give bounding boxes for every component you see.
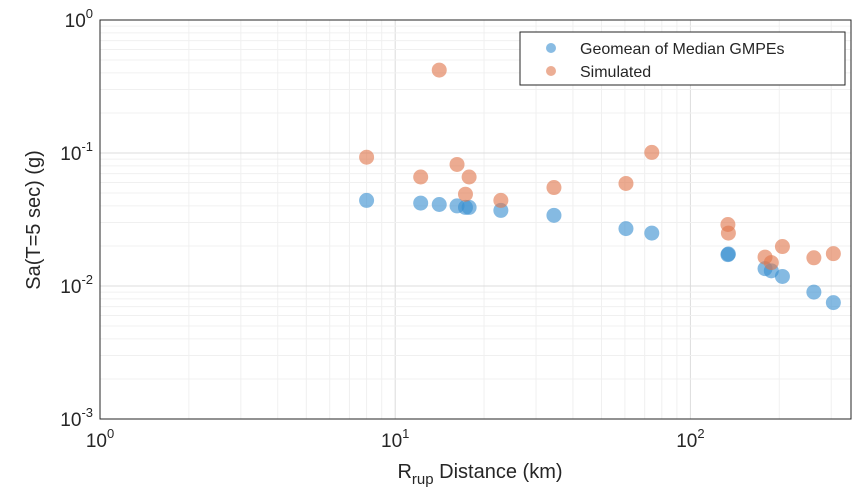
plot-frame bbox=[99, 19, 852, 420]
simulated-point bbox=[359, 149, 375, 165]
gmpe-point bbox=[546, 207, 562, 223]
data-markers bbox=[359, 62, 841, 311]
y-tick-label: 10-2 bbox=[60, 272, 93, 298]
y-axis-label: Sa(T=5 sec) (g) bbox=[23, 150, 45, 289]
simulated-point bbox=[763, 255, 779, 271]
gmpe-point bbox=[825, 295, 841, 311]
simulated-point bbox=[449, 156, 465, 172]
gmpe-point bbox=[431, 196, 447, 212]
simulated-point bbox=[806, 250, 822, 266]
y-tick-label: 10-1 bbox=[60, 139, 93, 165]
simulated-point bbox=[413, 169, 429, 185]
gmpe-point bbox=[618, 221, 634, 237]
simulated-point bbox=[546, 180, 562, 196]
simulated-point bbox=[431, 62, 447, 78]
legend-label-gmpe: Geomean of Median GMPEs bbox=[580, 41, 785, 58]
simulated-point bbox=[644, 144, 660, 160]
x-axis-label-rest: Distance (km) bbox=[434, 461, 563, 483]
x-axis-label: Rrup Distance (km) bbox=[397, 461, 562, 488]
simulated-point bbox=[720, 225, 736, 241]
legend-marker-simulated bbox=[546, 66, 556, 76]
x-tick-label: 101 bbox=[381, 426, 409, 452]
y-tick-labels: 10-3 10-2 10-1 100 bbox=[60, 6, 93, 431]
gmpe-point bbox=[461, 199, 477, 215]
x-axis-label-subscript: rup bbox=[412, 471, 434, 488]
gmpe-point bbox=[413, 195, 429, 211]
x-tick-labels: 100 101 102 bbox=[86, 426, 705, 452]
legend-box bbox=[519, 31, 846, 86]
simulated-point bbox=[774, 239, 790, 255]
x-tick-label: 102 bbox=[676, 426, 704, 452]
legend-marker-gmpe bbox=[546, 43, 556, 53]
legend: Geomean of Median GMPEs Simulated bbox=[519, 31, 846, 86]
simulated-point bbox=[493, 192, 509, 208]
y-tick-label: 10-3 bbox=[60, 405, 93, 431]
gmpe-point bbox=[774, 268, 790, 284]
gmpe-point bbox=[806, 284, 822, 300]
x-tick-label: 100 bbox=[86, 426, 114, 452]
gmpe-point bbox=[359, 192, 375, 208]
simulated-point bbox=[618, 175, 634, 191]
gmpe-point bbox=[720, 246, 736, 262]
simulated-point bbox=[461, 169, 477, 185]
legend-label-simulated: Simulated bbox=[580, 64, 651, 81]
simulated-point bbox=[825, 246, 841, 262]
y-tick-label: 100 bbox=[65, 6, 93, 32]
gmpe-point bbox=[644, 225, 660, 241]
simulated-point bbox=[457, 186, 473, 202]
